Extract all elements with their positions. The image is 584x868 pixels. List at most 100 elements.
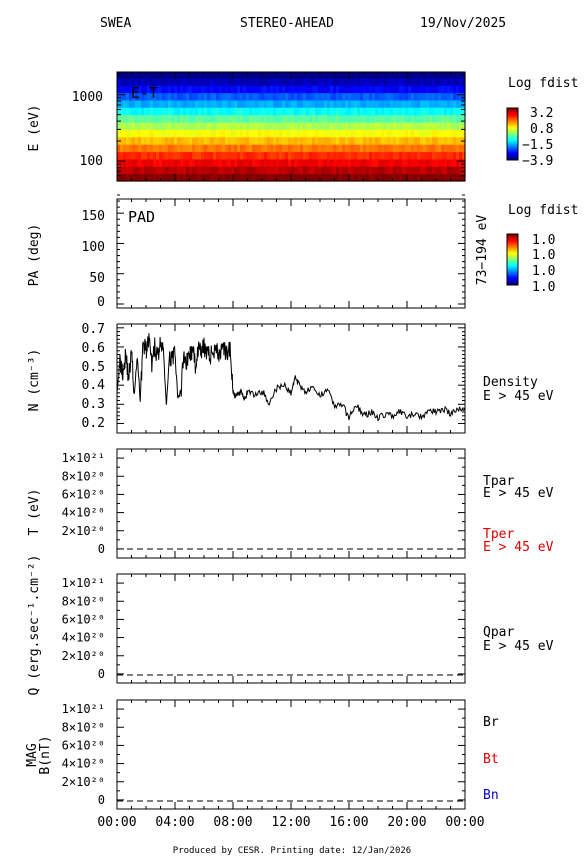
et-cell — [351, 85, 355, 94]
et-cell — [330, 129, 334, 138]
et-cell — [267, 78, 271, 87]
et-cell — [213, 72, 217, 80]
et-cell — [222, 85, 226, 94]
et-cell — [237, 93, 241, 102]
et-cell — [333, 129, 337, 138]
et-cell — [414, 115, 418, 124]
density-ytick-0.7: 0.7 — [82, 322, 105, 337]
et-cell — [348, 137, 352, 146]
et-cell — [144, 159, 148, 168]
et-cell — [192, 144, 196, 153]
colorbar-segment — [507, 236, 518, 239]
ytick-label: 0 — [98, 542, 105, 556]
et-cell — [387, 107, 391, 116]
et-cell — [369, 107, 373, 116]
et-cell — [198, 129, 202, 138]
et-cell — [408, 85, 412, 94]
et-cell — [381, 174, 385, 182]
et-cell — [177, 152, 181, 161]
et-cell — [414, 93, 418, 102]
et-cell — [348, 166, 352, 175]
et-cell — [270, 166, 274, 175]
et-cell — [147, 159, 151, 168]
et-cell — [324, 78, 328, 87]
et-cell — [138, 122, 142, 131]
et-cell — [456, 152, 460, 161]
et-cell — [348, 85, 352, 94]
et-cell — [429, 107, 433, 116]
et-cell — [216, 137, 220, 146]
et-cell — [285, 174, 289, 182]
et-cell — [384, 107, 388, 116]
et-cell — [144, 93, 148, 102]
et-cell — [291, 78, 295, 87]
et-cell — [231, 107, 235, 116]
et-cell — [156, 122, 160, 131]
et-cell — [174, 78, 178, 87]
et-cell — [378, 152, 382, 161]
colorbar-segment — [507, 128, 518, 131]
et-cell — [333, 115, 337, 124]
et-cell — [405, 144, 409, 153]
et-cell — [186, 107, 190, 116]
et-cell — [144, 166, 148, 175]
et-cell — [306, 85, 310, 94]
et-cell — [168, 72, 172, 80]
et-cell — [462, 174, 466, 182]
colorbar-segment — [507, 268, 518, 271]
et-cell — [423, 78, 427, 87]
et-cell — [366, 174, 370, 182]
et-cell — [312, 93, 316, 102]
et-cell — [228, 93, 232, 102]
et-cell — [186, 129, 190, 138]
et-cell — [237, 78, 241, 87]
et-cell — [402, 137, 406, 146]
x-tick-label: 20:00 — [387, 815, 426, 830]
et-cell — [177, 100, 181, 109]
et-cell — [195, 144, 199, 153]
et-cell — [399, 166, 403, 175]
et-cell — [276, 78, 280, 87]
et-cell — [264, 115, 268, 124]
et-cell — [432, 137, 436, 146]
et-cell — [381, 107, 385, 116]
et-cell — [318, 100, 322, 109]
et-cell — [381, 122, 385, 131]
et-cell — [234, 166, 238, 175]
et-cell — [339, 107, 343, 116]
et-cell — [147, 72, 151, 80]
et-cell — [390, 93, 394, 102]
et-cell — [216, 72, 220, 80]
et-cell — [153, 85, 157, 94]
et-cell — [249, 174, 253, 182]
et-cell — [279, 85, 283, 94]
et-cell — [351, 174, 355, 182]
et-cell — [189, 78, 193, 87]
et-cell — [333, 122, 337, 131]
et-cell — [396, 137, 400, 146]
et-cell — [318, 137, 322, 146]
et-cell — [207, 159, 211, 168]
et-cell — [219, 122, 223, 131]
colorbar-segment — [507, 108, 518, 110]
ytick-label: 1×10²¹ — [62, 576, 105, 590]
et-cell — [204, 129, 208, 138]
et-cell — [123, 100, 127, 109]
et-cell — [330, 85, 334, 94]
colorbar-segment — [507, 118, 518, 121]
et-cell — [345, 152, 349, 161]
et-cell — [396, 129, 400, 138]
et-cell — [321, 107, 325, 116]
et-cell — [228, 129, 232, 138]
et-cell — [162, 85, 166, 94]
et-cell — [174, 115, 178, 124]
et-cell — [162, 72, 166, 80]
et-cell — [174, 93, 178, 102]
et-cell — [423, 137, 427, 146]
et-cell — [369, 166, 373, 175]
et-cell — [273, 93, 277, 102]
et-cell — [354, 115, 358, 124]
et-cell — [219, 144, 223, 153]
et-cell — [294, 144, 298, 153]
et-cell — [264, 152, 268, 161]
